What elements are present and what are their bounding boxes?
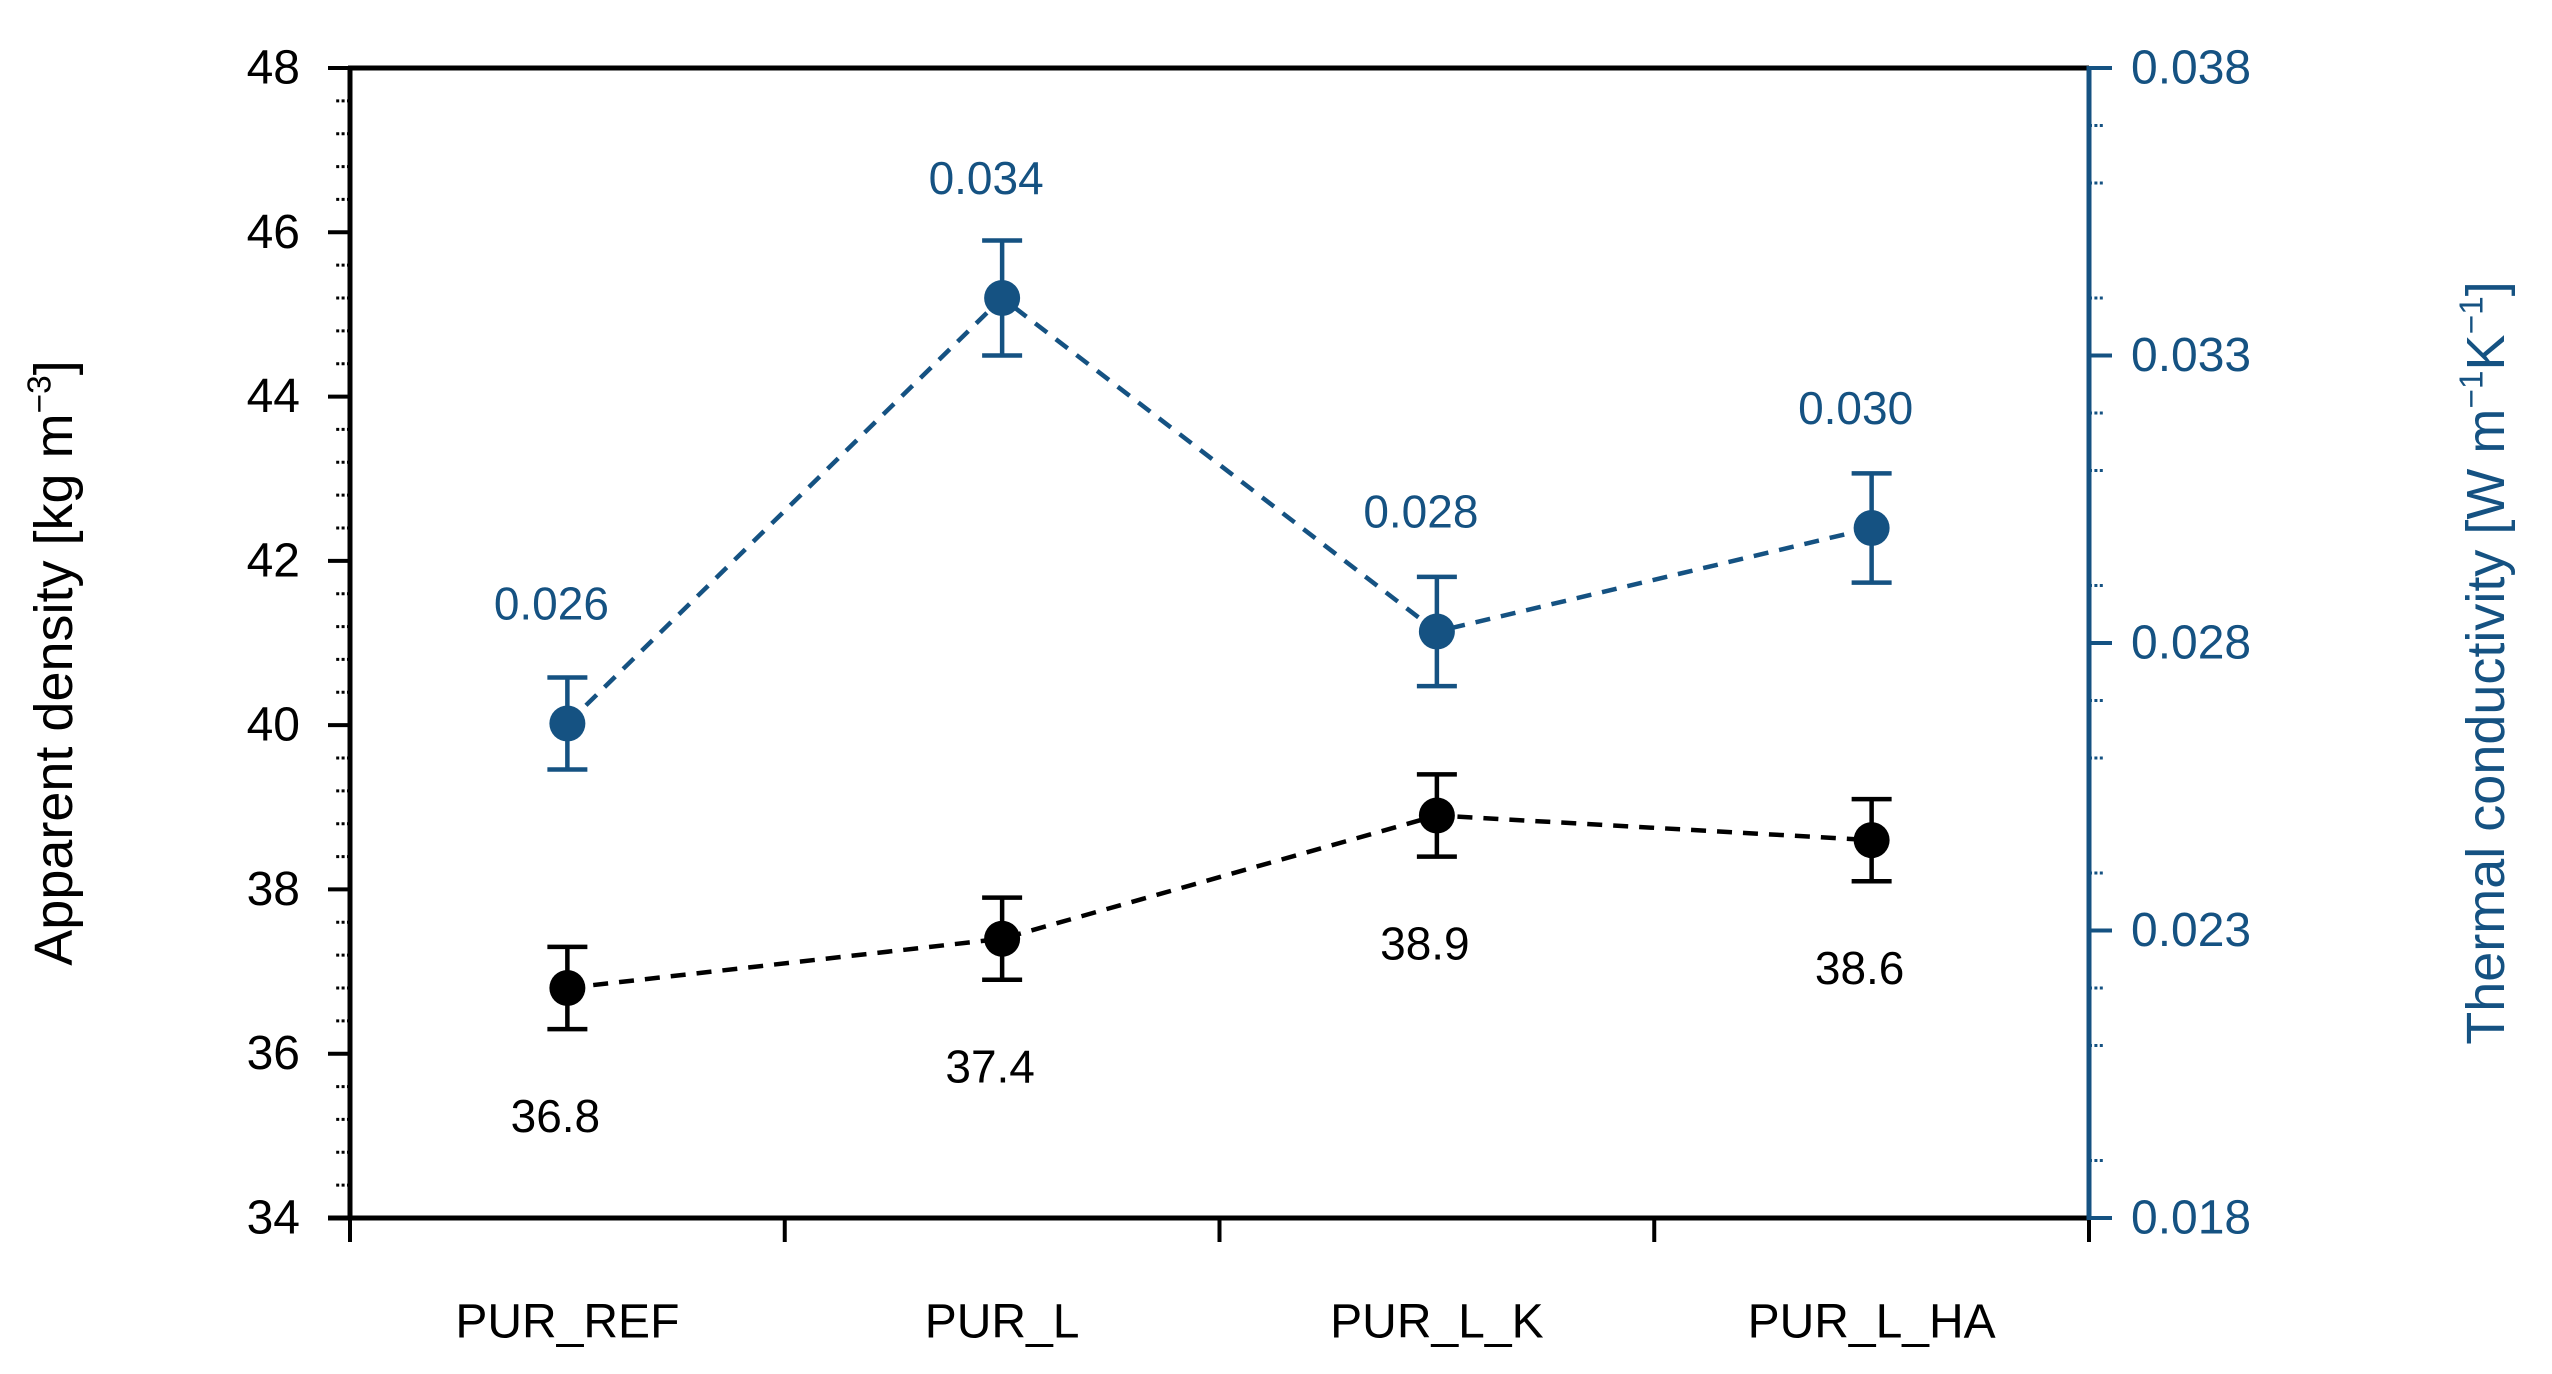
right-axis-tick-label: 0.038 <box>2131 42 2251 95</box>
x-axis: PUR_REF PUR_L PUR_L_K PUR_L_HA <box>348 1218 2091 1349</box>
series-line <box>567 813 1872 991</box>
left-axis-tick-label: 42 <box>247 534 300 587</box>
left-axis: 34 36 38 40 42 44 46 48 <box>247 42 350 1245</box>
data-point <box>549 970 586 1006</box>
x-category-label: PUR_REF <box>455 1296 679 1349</box>
series-thermal-conductivity: 0.026 0.034 0.028 0.030 <box>494 152 1913 772</box>
series-line <box>565 295 1873 726</box>
left-axis-title: Apparent density [kg m−3] <box>21 360 84 965</box>
data-point-label: 38.9 <box>1380 918 1470 970</box>
data-point <box>984 920 1021 957</box>
left-axis-tick-label: 38 <box>247 863 300 916</box>
data-point <box>1853 510 1890 546</box>
data-point <box>1853 822 1890 859</box>
data-point-label: 0.034 <box>929 152 1044 204</box>
left-axis-tick-label: 46 <box>247 206 300 259</box>
data-point <box>1418 797 1455 834</box>
left-axis-tick-label: 44 <box>247 370 300 423</box>
right-axis-tick-label: 0.018 <box>2131 1192 2251 1245</box>
data-point-label: 0.028 <box>1363 486 1478 538</box>
x-category-label: PUR_L_K <box>1330 1296 1543 1349</box>
left-axis-tick-label: 36 <box>247 1027 300 1080</box>
right-axis-tick-label: 0.028 <box>2131 617 2251 670</box>
data-point-label: 0.030 <box>1798 382 1913 434</box>
x-category-label: PUR_L <box>925 1296 1080 1349</box>
data-point-label: 38.6 <box>1815 942 1905 994</box>
right-axis-tick-label: 0.023 <box>2131 904 2251 957</box>
data-point-label: 37.4 <box>945 1041 1035 1093</box>
left-axis-tick-label: 48 <box>247 42 300 95</box>
data-point-label: 0.026 <box>494 578 609 630</box>
left-axis-tick-label: 40 <box>247 699 300 752</box>
data-point <box>984 280 1021 316</box>
right-axis: 0.018 0.023 0.028 0.033 0.038 <box>2089 42 2251 1245</box>
right-axis-title: Thermal conductivity [W m−1K−1] <box>2453 281 2516 1045</box>
data-point <box>1418 613 1455 650</box>
data-point <box>549 705 586 742</box>
left-axis-tick-label: 34 <box>247 1192 300 1245</box>
series-apparent-density: 36.8 37.4 38.9 38.6 <box>511 772 1905 1142</box>
right-axis-tick-label: 0.033 <box>2131 329 2251 382</box>
x-category-label: PUR_L_HA <box>1748 1296 1996 1349</box>
data-point-label: 36.8 <box>511 1090 601 1142</box>
